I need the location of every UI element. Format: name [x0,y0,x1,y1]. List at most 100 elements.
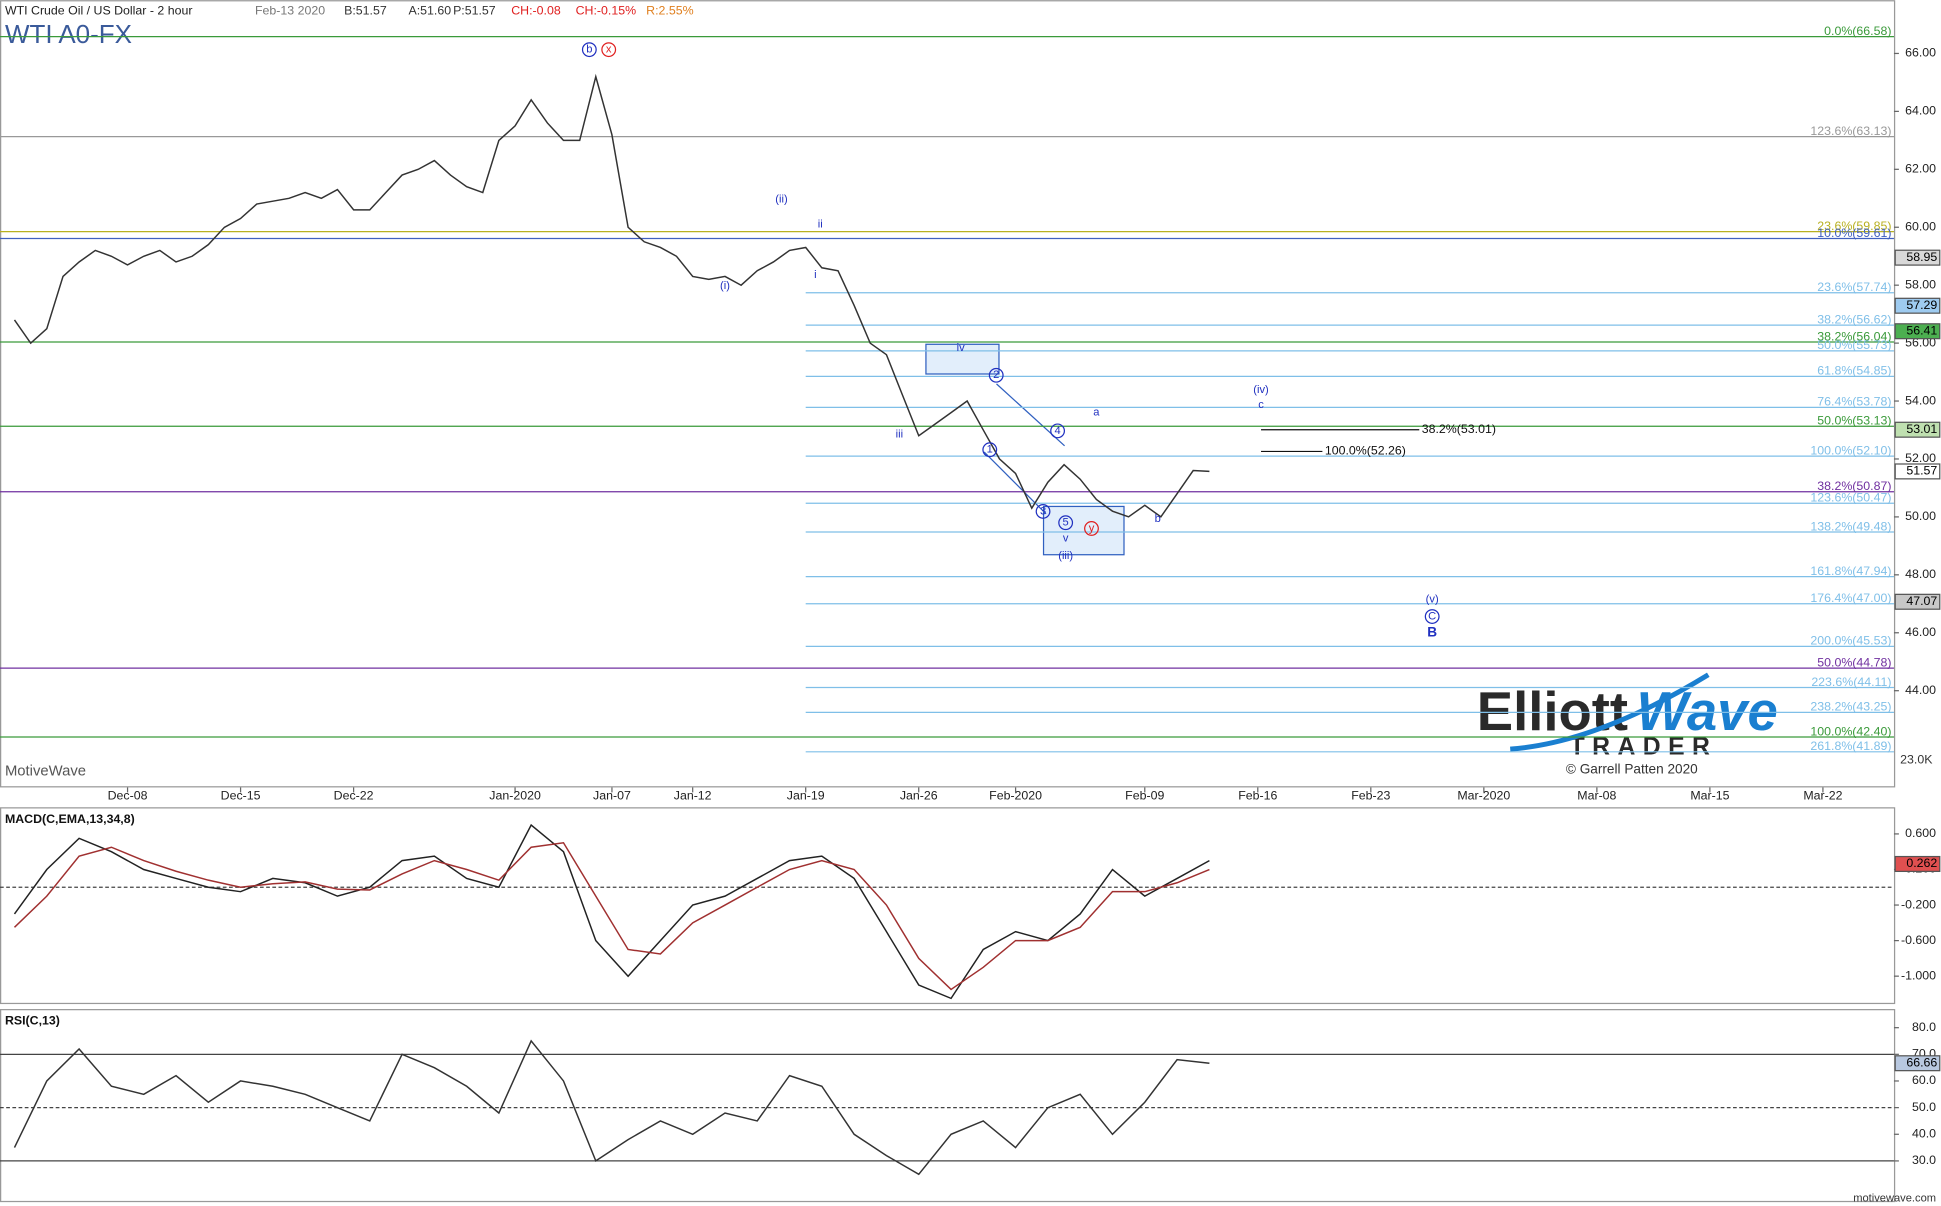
wave-circle [581,42,597,58]
footer: motivewave.com [1853,1192,1936,1204]
wave-circle [1035,503,1051,519]
price-tag [1894,323,1941,340]
fib-label: 50.0%(53.13) [1817,414,1891,428]
y-tick-label: 80.0 [1912,1020,1936,1034]
wave-label: (i) [720,280,730,292]
price-tag [1894,593,1941,610]
fib-label: 23.6%(59.85) [1817,219,1891,233]
wave-label: (iv) [1253,384,1269,396]
price-tag-label: 58.95 [1906,250,1937,264]
change-pct: CH:-0.15% [576,4,636,18]
wave-circle [601,42,617,58]
price-tag-label: 51.57 [1906,464,1937,478]
wave-label: B [1427,624,1437,639]
x-tick-label: Dec-08 [108,788,148,802]
series-line [13,73,1210,518]
wave-box [925,343,1000,375]
projection-label: 38.2%(53.01) [1422,422,1496,436]
wave-label: 2 [993,369,999,381]
series-line [13,1039,1210,1176]
wave-label: iii [896,429,903,441]
wave-label: 4 [1054,425,1060,437]
price-tag-label: 66.66 [1906,1055,1937,1069]
y-tick-label: 40.0 [1912,1127,1936,1141]
x-tick-label: Jan-07 [593,788,631,802]
bid: B:51.57 [344,4,387,18]
x-tick-label: Mar-22 [1803,788,1842,802]
y-tick-label: 50.00 [1905,509,1936,523]
price-tag [1894,855,1941,873]
price-tag [1894,1055,1941,1072]
x-tick-label: Feb-23 [1351,788,1390,802]
logo-swoosh [1510,672,1710,752]
fib-label: 38.2%(50.87) [1817,479,1891,493]
wave-label: (ii) [775,193,788,205]
y-tick-label: 60.0 [1912,1073,1936,1087]
x-tick-label: Dec-22 [334,788,374,802]
y-tick-label: 62.00 [1905,162,1936,176]
wave-label: 3 [1040,505,1046,517]
price-tag [1894,249,1941,266]
x-tick-label: Dec-15 [221,788,261,802]
y-tick-label: 30.0 [1912,1153,1936,1167]
price-tag-label: 0.262 [1906,856,1937,870]
price-tag [1894,463,1941,480]
fib-label: 123.6%(63.13) [1810,124,1891,138]
fib-label: 100.0%(52.10) [1810,443,1891,457]
range: R:2.55% [646,4,693,18]
wave-circle [1050,423,1066,439]
fib-label: 238.2%(43.25) [1810,700,1891,714]
series-line [13,823,1210,1000]
wave-label: v [1063,533,1069,545]
y-tick-label: 66.00 [1905,46,1936,60]
fib-label: 138.2%(49.48) [1810,519,1891,533]
logo: Elliott Wave TRADER © Garrell Patten 202… [1477,672,1778,777]
wave-label: iv [957,342,965,354]
wave-box [1042,505,1125,556]
fib-label: 10.0%(59.61) [1817,226,1891,240]
logo-word: TRADER [1570,733,1718,760]
projection-label: 100.0%(52.26) [1325,444,1406,458]
y-tick-label: 46.00 [1905,625,1936,639]
ask: A:51.60 [409,4,452,18]
wave-label: (v) [1426,593,1439,605]
chart-title: WTI A0-FX [5,19,132,49]
fib-label: 0.0%(66.58) [1824,24,1891,38]
price-tag-label: 53.01 [1906,422,1937,436]
wave-label: ii [818,218,823,230]
wave-label: a [1093,407,1100,419]
x-tick-label: Feb-09 [1125,788,1164,802]
wave-label: i [814,269,816,281]
price-tag [1894,297,1941,314]
fib-label: 200.0%(45.53) [1810,634,1891,648]
y-tick-label: 44.00 [1905,683,1936,697]
price-tag-label: 47.07 [1906,594,1937,608]
wave-label: 1 [987,444,993,456]
wave-circle [982,442,998,458]
watermark: MotiveWave [5,763,86,779]
price-tag-label: 57.29 [1906,298,1937,312]
price: P:51.57 [453,4,496,18]
wave-label: 5 [1063,517,1069,529]
fib-label: 23.6%(57.74) [1817,280,1891,294]
y-tick-label: 50.0 [1912,1100,1936,1114]
rsi-pane [0,1009,1896,1203]
y-tick-label: -1.000 [1901,968,1936,982]
wave-circle [988,367,1004,383]
fib-label: 50.0%(44.78) [1817,655,1891,669]
pane-title: RSI(C,13) [5,1014,60,1028]
wave-label: y [1089,522,1095,534]
wave-circle [1084,521,1099,536]
fib-label: 261.8%(41.89) [1810,739,1891,753]
price-tag [1894,421,1941,438]
date: Feb-13 2020 [255,4,325,18]
fib-label: 76.4%(53.78) [1817,395,1891,409]
x-tick-label: Jan-26 [900,788,938,802]
y-tick-label: -0.600 [1901,933,1936,947]
y-tick-label: 60.00 [1905,220,1936,234]
fib-label: 50.0%(55.73) [1817,338,1891,352]
logo-word: Wave [1636,681,1777,742]
